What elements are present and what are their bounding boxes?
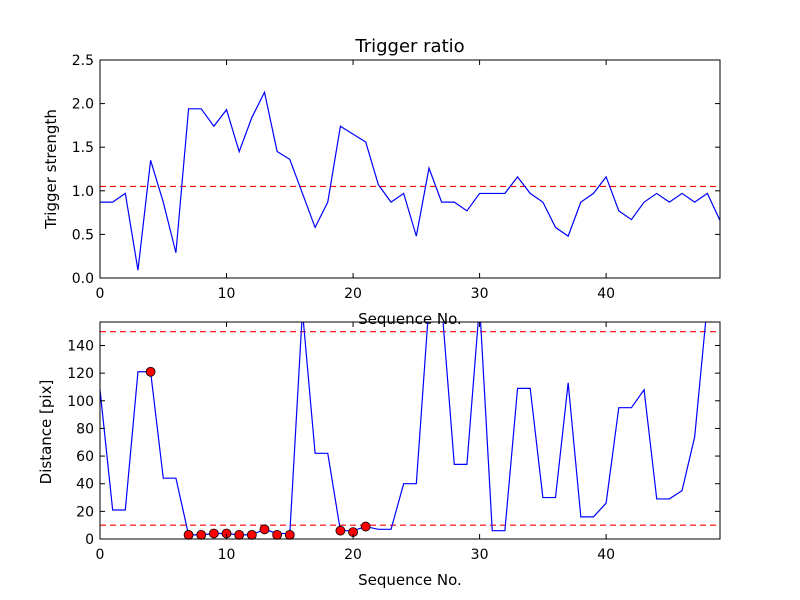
y-tick-label: 0.5 <box>72 227 94 243</box>
chart-title: Trigger ratio <box>354 36 464 57</box>
y-tick-label: 0 <box>85 532 94 548</box>
y-tick-label: 100 <box>67 394 94 410</box>
x-tick-label: 40 <box>597 547 615 563</box>
x-axis-label: Sequence No. <box>358 571 462 589</box>
y-tick-label: 2.5 <box>72 53 94 69</box>
marker-point <box>284 529 295 540</box>
plot-frame <box>99 321 721 540</box>
x-tick-label: 0 <box>96 547 105 563</box>
marker-point <box>272 529 283 540</box>
y-tick-label: 40 <box>76 477 94 493</box>
marker-point <box>246 529 257 540</box>
marker-point <box>196 529 207 540</box>
x-tick-label: 10 <box>218 286 236 302</box>
distance-panel: 0 10 20 30 40 0 20 40 60 80 100 120 140 Sequence No.… <box>37 321 721 589</box>
y-tick-label: 80 <box>76 421 94 437</box>
marker-point <box>145 366 156 377</box>
y-tick-label: 2.0 <box>72 97 94 113</box>
x-tick-label: 20 <box>344 286 362 302</box>
trigger-ratio-panel: Trigger ratio 0 10 20 30 40 0.0 0.5 1.0 1.5 2.0 2.… <box>42 36 721 328</box>
plot-frame <box>99 59 721 279</box>
marker-point <box>335 525 346 536</box>
y-axis-label: Distance [pix] <box>37 380 55 485</box>
y-tick-label: 0.0 <box>72 271 94 287</box>
y-tick-label: 1.5 <box>72 140 94 156</box>
y-tick-label: 1.0 <box>72 184 94 200</box>
y-tick-label: 20 <box>76 504 94 520</box>
y-tick-label: 140 <box>67 338 94 354</box>
y-tick-label: 120 <box>67 366 94 382</box>
marker-point <box>259 524 270 535</box>
x-tick-label: 20 <box>344 547 362 563</box>
marker-point <box>234 529 245 540</box>
y-axis-label: Trigger strength <box>42 109 60 230</box>
marker-point <box>360 521 371 532</box>
y-tick-label: 60 <box>76 449 94 465</box>
marker-point <box>208 528 219 539</box>
series-line <box>100 90 720 271</box>
x-tick-label: 10 <box>218 547 236 563</box>
x-tick-label: 40 <box>597 286 615 302</box>
marker-point <box>183 529 194 540</box>
x-tick-label: 30 <box>471 547 489 563</box>
x-tick-label: 0 <box>96 286 105 302</box>
x-axis-label: Sequence No. <box>358 310 462 328</box>
x-tick-label: 30 <box>471 286 489 302</box>
